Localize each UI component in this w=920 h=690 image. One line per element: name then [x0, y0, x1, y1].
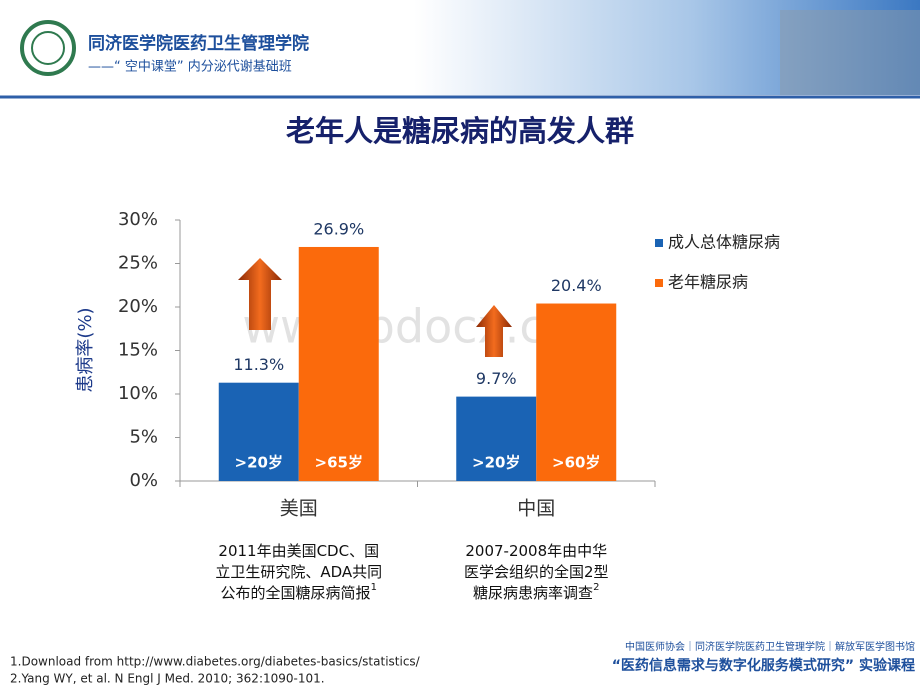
x-tick-label: 美国: [280, 498, 318, 520]
value-label: 20.4%: [551, 276, 602, 295]
course: ——“ 空中课堂” 内分泌代谢基础班: [88, 59, 292, 75]
category-note: 糖尿病患病率调查2: [473, 582, 599, 602]
y-tick-label: 5%: [129, 427, 158, 448]
header-band: [0, 0, 920, 95]
legend-label: 成人总体糖尿病: [668, 233, 780, 252]
legend-swatch: [655, 279, 663, 287]
value-label: 11.3%: [233, 355, 284, 374]
note-sup: 1: [371, 582, 377, 593]
y-axis-label: 患病率(%): [75, 307, 96, 392]
category-note: 2007-2008年由中华: [465, 542, 607, 560]
institution: 同济医学院医药卫生管理学院: [88, 33, 309, 54]
logo: [20, 20, 76, 76]
increase-arrow: [238, 258, 282, 330]
increase-arrow: [476, 305, 512, 357]
legend-label: 老年糖尿病: [668, 273, 748, 292]
category-note: 医学会组织的全国2型: [464, 563, 609, 581]
note-line: 立卫生研究院、ADA共同: [215, 563, 382, 581]
y-tick-label: 10%: [118, 383, 158, 404]
y-tick-label: 25%: [118, 253, 158, 274]
note-line: 2007-2008年由中华: [465, 542, 607, 560]
x-tick-label: 中国: [517, 498, 555, 520]
header-photo: [780, 10, 920, 95]
note-line: 糖尿病患病率调查: [473, 584, 593, 602]
y-tick-label: 30%: [118, 209, 158, 230]
legend-swatch: [655, 239, 663, 247]
y-tick-label: 15%: [118, 340, 158, 361]
value-label: 9.7%: [476, 369, 517, 388]
note-sup: 2: [593, 582, 599, 593]
note-line: 医学会组织的全国2型: [464, 563, 609, 581]
category-note: 立卫生研究院、ADA共同: [215, 563, 382, 581]
bar-label: >20岁: [472, 454, 520, 472]
bar: [536, 303, 617, 481]
bar: [218, 382, 299, 481]
slide-title: 老年人是糖尿病的高发人群: [286, 114, 634, 148]
bar-label: >65岁: [315, 454, 363, 472]
bar: [456, 396, 537, 481]
category-note: 公布的全国糖尿病简报1: [221, 582, 377, 602]
footnote: 1.Download from http://www.diabetes.org/…: [10, 655, 421, 669]
footer-project: “医药信息需求与数字化服务模式研究” 实验课程: [612, 657, 915, 674]
y-tick-label: 20%: [118, 296, 158, 317]
value-label: 26.9%: [313, 219, 364, 238]
note-line: 公布的全国糖尿病简报: [221, 584, 371, 602]
bar-label: >60岁: [552, 454, 600, 472]
logo-inner: [31, 31, 65, 65]
note-line: 2011年由美国CDC、国: [218, 542, 379, 560]
bar-label: >20岁: [235, 454, 283, 472]
y-tick-label: 0%: [129, 470, 158, 491]
footnote: 2.Yang WY, et al. N Engl J Med. 2010; 36…: [10, 672, 325, 686]
category-note: 2011年由美国CDC、国: [218, 542, 379, 560]
bar: [298, 246, 379, 481]
footer-partners: 中国医师协会｜同济医学院医药卫生管理学院｜解放军医学图书馆: [625, 640, 915, 653]
